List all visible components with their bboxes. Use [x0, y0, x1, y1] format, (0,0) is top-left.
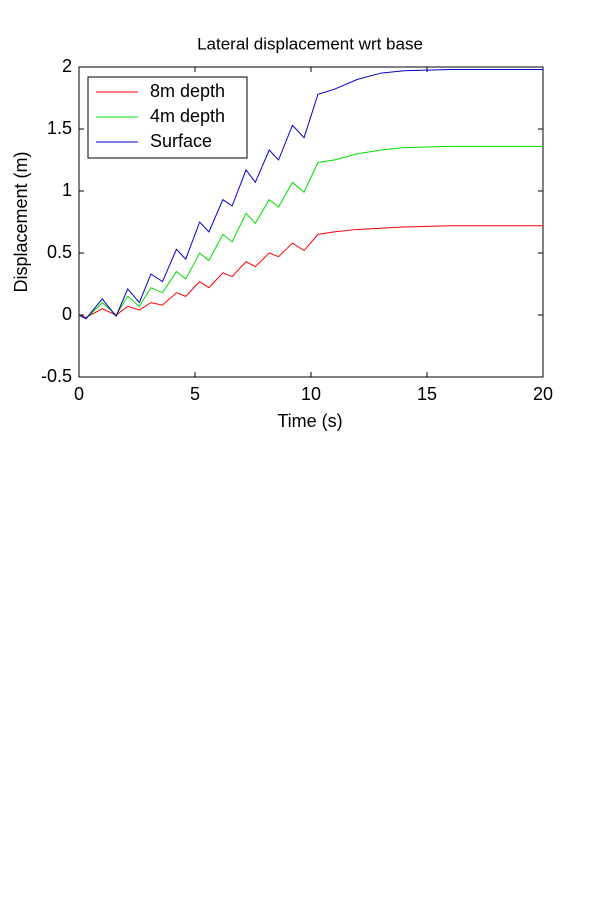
legend-label: Surface: [150, 131, 212, 151]
legend-label: 8m depth: [150, 81, 225, 101]
x-tick-label: 15: [417, 384, 437, 404]
y-tick-label: 1.5: [47, 118, 72, 138]
y-tick-label: 0.5: [47, 242, 72, 262]
x-tick-label: 5: [190, 384, 200, 404]
y-tick-label: -0.5: [41, 366, 72, 386]
data-line: [78, 68, 543, 320]
y-axis-label: Displacement (m): [11, 151, 31, 292]
x-axis-label: Time (s): [277, 411, 342, 431]
y-tick-label: 1: [62, 180, 72, 200]
y-tick-label: 0: [62, 304, 72, 324]
y-tick-label: 2: [62, 56, 72, 76]
x-tick-label: 10: [301, 384, 321, 404]
data-line: [78, 225, 543, 319]
data-line: [78, 145, 543, 320]
chart-title: Lateral displacement wrt base: [197, 34, 423, 53]
x-tick-label: 20: [533, 384, 553, 404]
legend-label: 4m depth: [150, 106, 225, 126]
x-tick-label: 0: [74, 384, 84, 404]
